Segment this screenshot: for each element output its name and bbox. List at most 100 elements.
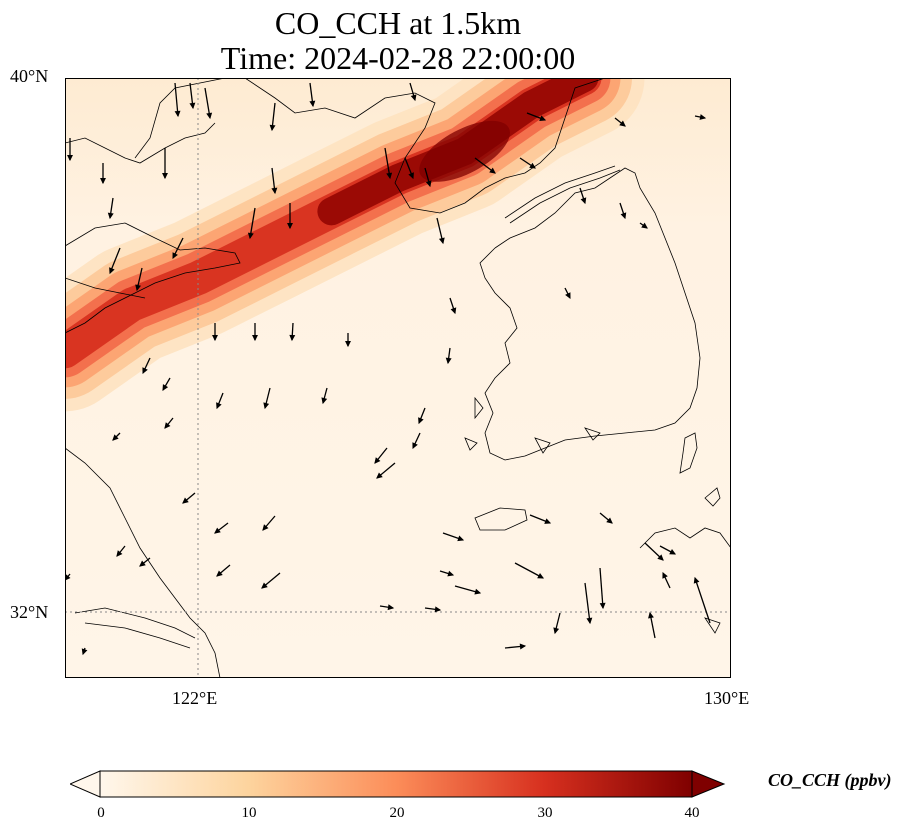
wind-vector-head [81, 648, 88, 656]
lon-label-130e: 130°E [704, 688, 750, 708]
wind-vector-head [529, 162, 536, 169]
wind-vector-head [216, 570, 223, 577]
wind-vector-head [447, 570, 455, 577]
wind-vector-head [142, 367, 148, 375]
wind-vector-head [67, 154, 73, 162]
plume-peak [419, 120, 510, 182]
wind-vector-head [135, 284, 142, 292]
wind-vector-head [164, 422, 171, 429]
wind-vector-head [387, 604, 395, 611]
chart-subtitle: Time: 2024-02-28 22:00:00 [220, 40, 576, 76]
wind-vector-head [669, 549, 677, 555]
wind-vector-head [537, 573, 545, 579]
wind-vector-head [412, 442, 418, 450]
wind-vector-head [216, 402, 222, 410]
wind-vector [599, 567, 604, 609]
coastlines [65, 78, 731, 678]
wind-vector-head [544, 518, 552, 524]
wind-vector-head [252, 334, 258, 342]
colorbar-gradient [99, 770, 693, 798]
wind-vector-head [309, 100, 316, 108]
wind-vector-head [445, 357, 452, 365]
wind-vector [384, 147, 391, 179]
wind-vector-head [620, 212, 627, 220]
wind-vector-head [553, 627, 560, 635]
wind-vector-head [109, 267, 115, 275]
wind-vector-head [376, 472, 383, 479]
wind-vector-head [182, 497, 189, 504]
wind-vector-head [100, 177, 106, 185]
wind-vector-head [438, 237, 445, 245]
wind-vector [249, 207, 256, 239]
wind-vector-head [345, 340, 351, 348]
wind-vector-head [693, 576, 700, 584]
wind-vector-head [457, 535, 465, 542]
colorbar-tick-30: 30 [537, 805, 553, 821]
wind-vector-head [410, 94, 417, 102]
wind-vector-head [657, 554, 664, 561]
wind-vector-head [386, 172, 393, 180]
colorbar-extend-min [70, 770, 101, 798]
wind-vector-head [162, 384, 169, 391]
wind-vector-head [139, 560, 146, 567]
wind-vector [204, 87, 211, 119]
wind-vector-head [247, 232, 254, 240]
wind-vector-head [287, 222, 293, 230]
wind-vector-head [321, 397, 328, 405]
colorbar-tick-40: 40 [684, 805, 700, 821]
wind-vector-head [172, 252, 178, 260]
wind-vector [174, 82, 179, 117]
wind-vector-head [107, 212, 114, 220]
wind-vector [514, 562, 544, 579]
wind-vector-head [271, 187, 278, 195]
wind-vector-head [580, 197, 587, 205]
map-plot [65, 78, 731, 678]
wind-vector-head [162, 172, 168, 180]
gridlines [65, 78, 731, 678]
wind-vector-head [450, 307, 457, 315]
colorbar-tick-0: 0 [97, 805, 105, 821]
wind-vector-head [489, 167, 496, 174]
wind-vector-head [374, 457, 381, 464]
lat-label-32n: 32°N [10, 602, 49, 622]
wind-vector-head [539, 115, 547, 121]
wind-vector-head [662, 571, 668, 579]
colorbar-tick-20: 20 [389, 805, 405, 821]
wind-vector-head [112, 434, 119, 441]
colorbar-label: CO_CCH (ppbv) [768, 770, 892, 790]
chart-title: CO_CCH at 1.5km [274, 5, 522, 41]
wind-vector-head [619, 120, 626, 127]
wind-vector-head [189, 102, 196, 110]
wind-vector-head [116, 550, 123, 557]
wind-vector-head [425, 180, 432, 188]
wind-vector-head [263, 402, 270, 410]
wind-vector-head [434, 606, 442, 613]
wind-vector-head [606, 517, 613, 524]
wind-vector [694, 577, 711, 624]
lon-label-122e: 122°E [172, 688, 218, 708]
wind-vector-head [519, 643, 527, 650]
lat-label-40n: 40°N [10, 66, 49, 86]
wind-vector-head [418, 417, 424, 425]
wind-vector-head [261, 582, 268, 589]
wind-vector-head [699, 114, 707, 120]
wind-vector-head [565, 292, 571, 300]
colorbar [70, 770, 726, 798]
wind-vector-head [648, 611, 654, 619]
wind-vector-head [586, 617, 593, 625]
wind-vector-head [212, 334, 218, 342]
map-frame [65, 78, 731, 678]
colorbar-tick-10: 10 [241, 805, 257, 821]
wind-vector-head [214, 527, 221, 534]
colorbar-extend-max [691, 770, 726, 798]
wind-vector-head [599, 602, 606, 610]
wind-vector-head [174, 110, 181, 118]
wind-vector-head [262, 524, 269, 531]
wind-vector [584, 582, 591, 624]
wind-vector-head [289, 334, 296, 342]
wind-vector-head [408, 172, 414, 180]
wind-vector-head [206, 112, 213, 120]
wind-vectors [65, 82, 711, 656]
wind-vector-head [269, 124, 276, 132]
wind-vector-head [474, 588, 482, 595]
